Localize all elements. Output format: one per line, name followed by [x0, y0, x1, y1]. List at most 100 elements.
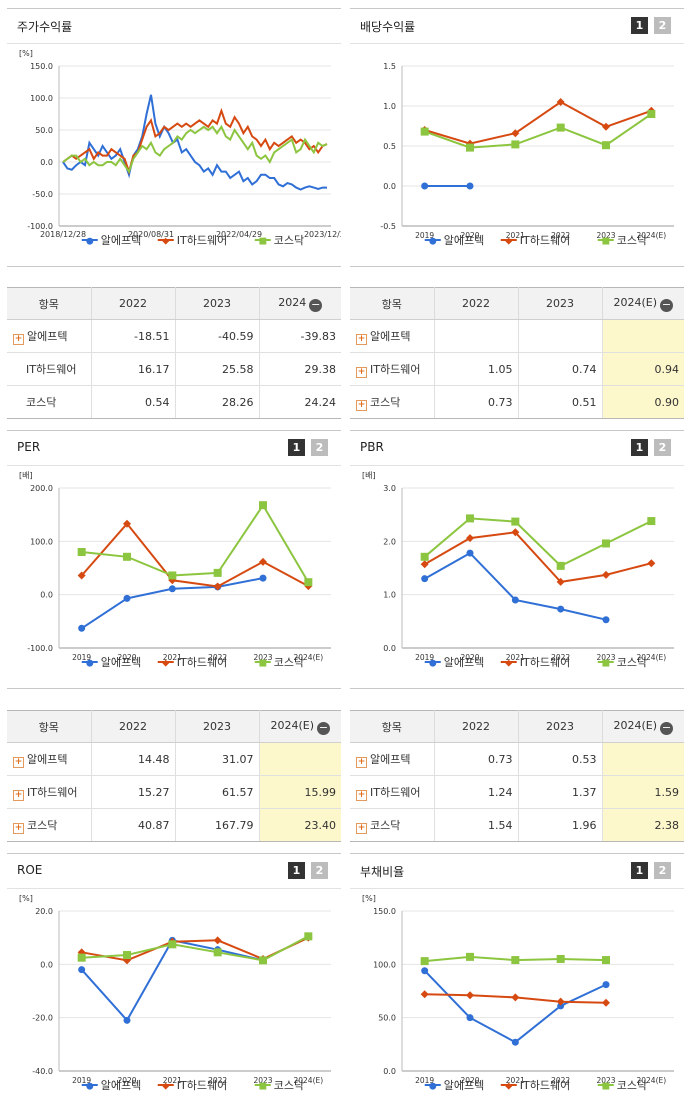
table-header-row: 항목 2022 2023 2024(E) − [350, 710, 684, 743]
data-point [123, 956, 131, 965]
cell: 16.17 [91, 352, 176, 386]
expand-icon[interactable]: + [356, 822, 367, 834]
x-tick-label: 2024(E) [636, 231, 666, 240]
legend-marker-icon: ■ [258, 1082, 267, 1092]
cell [434, 319, 519, 353]
collapse-icon[interactable]: − [309, 297, 323, 312]
series-line [80, 939, 264, 1023]
legend-marker-icon: ● [86, 1082, 94, 1092]
y-tick-label: 0.0 [40, 591, 53, 600]
cell: 29.38 [259, 352, 341, 386]
y-tick-label: 1.0 [383, 591, 396, 600]
legend-label: IT하드웨어 [520, 655, 570, 669]
view-2-button[interactable]: 2 [654, 17, 671, 34]
y-tick-label: 0.0 [383, 182, 396, 191]
y-tick-label: 100.0 [30, 94, 53, 103]
x-tick-label: 2020 [460, 653, 479, 662]
x-tick-label: 2022 [551, 653, 570, 662]
panel-title: 주가수익률 [17, 20, 73, 34]
expand-icon[interactable]: + [13, 756, 24, 768]
data-point [420, 560, 429, 569]
x-tick-label: 2023/12/28 [304, 230, 341, 239]
legend-marker-icon: ● [429, 659, 437, 669]
view-2-button[interactable]: 2 [311, 439, 328, 456]
x-tick-label: 2024(E) [636, 1076, 666, 1085]
table-row: + 알에프텍 -18.51 -40.59 -39.83 [7, 319, 341, 353]
row-label: IT하드웨어 [370, 785, 421, 799]
expand-icon[interactable]: + [13, 333, 24, 345]
per-chart: [배] 200.0 100.0 0.0 -100.0 2019 2020 2021 2022 20… [19, 471, 331, 669]
x-tick-label: 2022 [208, 653, 227, 662]
view-1-button[interactable]: 1 [631, 862, 648, 879]
legend-marker-icon: ■ [601, 659, 610, 669]
panel-title: ROE [17, 863, 43, 877]
y-tick-label: 0.0 [383, 644, 396, 653]
cell: 1.59 [602, 775, 684, 809]
data-point [511, 517, 520, 526]
cell: 0.90 [602, 385, 684, 419]
collapse-icon[interactable]: − [660, 297, 674, 312]
view-1-button[interactable]: 1 [288, 862, 305, 879]
expand-icon[interactable]: + [356, 399, 367, 411]
cell: 1.96 [518, 808, 603, 842]
data-point [420, 552, 429, 561]
legend-label: 알에프텍 [444, 1078, 484, 1092]
view-1-button[interactable]: 1 [631, 439, 648, 456]
y-tick-label: 2.0 [383, 537, 396, 546]
pbr-table: 항목 2022 2023 2024(E) − + 알에프텍 0.73 0.53 + I… [350, 710, 684, 842]
y-tick-label: 50.0 [378, 1014, 396, 1023]
expand-icon[interactable]: + [356, 333, 367, 345]
expand-icon[interactable]: + [13, 789, 24, 801]
x-tick-label: 2022 [551, 231, 570, 240]
x-tick-label: 2019 [72, 1076, 91, 1085]
view-1-button[interactable]: 1 [631, 17, 648, 34]
collapse-icon[interactable]: − [660, 720, 674, 735]
view-2-button[interactable]: 2 [654, 862, 671, 879]
expand-icon[interactable]: + [356, 366, 367, 378]
data-point [466, 549, 474, 557]
view-2-button[interactable]: 2 [654, 439, 671, 456]
data-point [259, 574, 267, 582]
data-point [213, 936, 222, 945]
legend-label: 코스닥 [274, 234, 304, 247]
cell: 28.26 [175, 385, 260, 419]
y-tick-label: 0.0 [40, 960, 53, 969]
per-header: PER 1 2 [7, 430, 341, 466]
cell: 0.74 [518, 352, 603, 386]
table-header-row: 항목 2022 2023 2024(E) − [350, 287, 684, 320]
collapse-icon[interactable]: − [317, 720, 331, 735]
data-point [168, 571, 177, 580]
col-2024: 2024− [259, 287, 341, 320]
x-tick-label: 2020 [460, 1076, 479, 1085]
legend-marker-icon: ● [429, 237, 437, 247]
data-point [123, 951, 131, 959]
expand-icon[interactable]: + [13, 822, 24, 834]
expand-icon[interactable]: + [356, 789, 367, 801]
y-tick-label: -50.0 [32, 190, 53, 199]
data-point [466, 534, 474, 543]
col-2022: 2022 [434, 287, 519, 320]
table-row: + 코스닥 40.87 167.79 23.40 [7, 808, 341, 842]
col-name: 항목 [7, 287, 92, 320]
cell: 1.24 [434, 775, 519, 809]
data-point [420, 957, 429, 966]
col-2022: 2022 [91, 710, 176, 743]
legend-label: IT하드웨어 [177, 1078, 227, 1092]
expand-icon[interactable]: + [356, 756, 367, 768]
data-point [556, 997, 565, 1006]
data-point [511, 140, 520, 149]
y-tick-label: 100.0 [373, 960, 396, 969]
debt-ratio-panel: 부채비율 1 2 [%] 150.0 100.0 50.0 0.0 2019 2020 202… [350, 853, 684, 1111]
table-header-row: 항목 2022 2023 2024(E) − [7, 710, 341, 743]
view-2-button[interactable]: 2 [311, 862, 328, 879]
legend-label: 알에프텍 [444, 655, 484, 669]
data-point [123, 519, 131, 528]
data-point [78, 966, 86, 974]
data-point [123, 552, 131, 561]
cell [602, 319, 684, 353]
cell: 2.38 [602, 808, 684, 842]
view-1-button[interactable]: 1 [288, 439, 305, 456]
panel-title: 부채비율 [360, 865, 405, 879]
panel-divider [350, 688, 684, 689]
y-tick-label: -100.0 [27, 222, 53, 231]
